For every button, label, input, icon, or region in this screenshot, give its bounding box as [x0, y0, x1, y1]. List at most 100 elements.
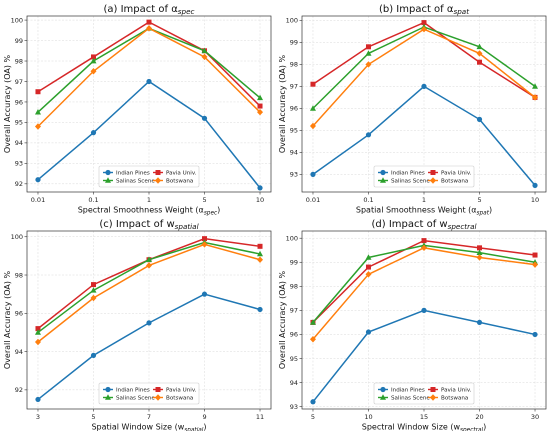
- chart-title-main: (c) Impact of w: [99, 219, 174, 230]
- legend-marker: [380, 386, 386, 393]
- legend-marker: [430, 177, 436, 184]
- data-point: [532, 94, 539, 101]
- series-indian-pines: [35, 78, 263, 191]
- legend-marker: [105, 177, 111, 183]
- y-tick-label: 98: [15, 57, 23, 65]
- data-point: [310, 171, 316, 177]
- chart-panel-4: 93 94 95 96 97 98 99 100 5 10 15 20 30 (d) Impact of …: [278, 219, 547, 431]
- x-tick-label: 0.01: [31, 196, 45, 204]
- data-point: [34, 123, 41, 130]
- data-point: [146, 19, 152, 25]
- chart-title-sub: spat: [453, 7, 470, 16]
- data-point: [532, 252, 538, 258]
- data-point: [365, 61, 372, 68]
- data-point: [257, 108, 264, 116]
- legend-label: Indian Pines: [116, 388, 150, 394]
- data-point: [257, 103, 263, 109]
- data-point: [90, 68, 97, 75]
- y-tick-label: 94: [290, 149, 298, 157]
- x-tick-label: 20: [475, 413, 483, 421]
- legend-marker: [155, 170, 161, 175]
- legend-label: Salinas Scene: [391, 179, 430, 185]
- legend-marker: [380, 169, 386, 176]
- series-botswana: [309, 244, 539, 343]
- data-point: [257, 94, 264, 101]
- series-line: [312, 26, 536, 109]
- data-point: [146, 78, 152, 85]
- data-point: [365, 44, 371, 50]
- series-botswana: [34, 25, 264, 130]
- legend-marker: [380, 394, 386, 400]
- x-axis-label-sub: spectral: [460, 428, 483, 431]
- chart-title: (a) Impact of αspec: [104, 4, 195, 16]
- y-tick-label: 95: [290, 355, 298, 363]
- chart-panel-1: 92 93 94 95 96 97 98 99 100 0.01 0.1 1 5 10 (a) Impact…: [3, 4, 272, 217]
- x-tick-label: 30: [531, 413, 539, 421]
- data-point: [365, 132, 372, 138]
- legend-label: Pavia Univ.: [166, 388, 197, 394]
- y-tick-label: 93: [15, 160, 23, 168]
- y-tick-label: 99: [290, 39, 298, 47]
- data-point: [257, 256, 264, 263]
- x-tick-label: 10: [256, 196, 264, 204]
- data-point: [365, 254, 372, 260]
- x-tick-label: 0.01: [306, 196, 320, 204]
- data-point: [476, 254, 483, 261]
- data-point: [532, 261, 539, 268]
- legend-marker: [155, 177, 161, 184]
- y-tick-label: 98: [290, 61, 298, 69]
- data-point: [202, 236, 208, 242]
- y-tick-label: 96: [15, 98, 23, 106]
- y-axis-label: Overall Accuracy (OA) %: [278, 54, 287, 153]
- legend-label: Indian Pines: [116, 171, 150, 177]
- y-tick-label: 94: [15, 139, 23, 147]
- x-tick-label: 3: [36, 413, 40, 421]
- legend-marker: [105, 169, 111, 176]
- data-point: [476, 319, 483, 326]
- y-tick-label: 94: [290, 379, 298, 387]
- x-tick-label: 9: [202, 413, 206, 421]
- x-tick-label: 10: [364, 413, 372, 421]
- legend: Indian Pines Pavia Univ. Salinas Scene Bots…: [373, 382, 475, 405]
- data-point: [90, 54, 96, 60]
- data-point: [201, 53, 208, 61]
- x-axis-label-suffix: ): [483, 423, 486, 431]
- data-point: [146, 256, 152, 263]
- data-point: [309, 105, 316, 111]
- data-point: [257, 243, 263, 249]
- chart-title-sub: spatial: [175, 222, 199, 231]
- data-point: [35, 326, 41, 332]
- chart-title-sub: spectral: [448, 222, 477, 231]
- data-point: [532, 83, 539, 89]
- x-axis-label-main: Spatial Window Size (w: [91, 423, 184, 431]
- series-indian-pines: [35, 291, 263, 403]
- y-tick-label: 93: [290, 171, 298, 179]
- legend-label: Salinas Scene: [116, 396, 155, 402]
- data-point: [309, 336, 316, 343]
- data-point: [421, 83, 427, 89]
- chart-panel-2: 93 94 95 96 97 98 99 100 0.01 0.1 1 5 10 (b) Impact o…: [278, 4, 547, 217]
- legend: Indian Pines Pavia Univ. Salinas Scene Bots…: [373, 165, 475, 188]
- x-tick-label: 0.1: [363, 196, 373, 204]
- legend-label: Botswana: [441, 179, 468, 185]
- x-axis-label-sub: spat: [477, 211, 490, 217]
- data-point: [201, 115, 208, 121]
- y-tick-label: 98: [290, 283, 298, 291]
- legend: Indian Pines Pavia Univ. Salinas Scene Bots…: [98, 382, 200, 405]
- x-axis-label: Spectral Window Size (wspectral): [362, 423, 487, 431]
- legend: Indian Pines Pavia Univ. Salinas Scene Bots…: [98, 165, 200, 188]
- y-axis-label: Overall Accuracy (OA) %: [3, 270, 12, 369]
- x-tick-label: 5: [311, 413, 315, 421]
- legend-box: [98, 382, 200, 405]
- y-tick-label: 96: [290, 331, 298, 339]
- y-tick-label: 99: [15, 37, 23, 45]
- data-point: [477, 59, 483, 65]
- x-axis-label: Spatial Window Size (wspatial): [91, 423, 206, 431]
- data-point: [90, 57, 97, 64]
- legend-marker: [430, 170, 436, 175]
- chart-title: (c) Impact of wspatial: [99, 219, 198, 231]
- data-point: [201, 291, 208, 297]
- chart-title: (d) Impact of wspectral: [372, 219, 477, 231]
- legend-label: Pavia Univ.: [166, 171, 197, 177]
